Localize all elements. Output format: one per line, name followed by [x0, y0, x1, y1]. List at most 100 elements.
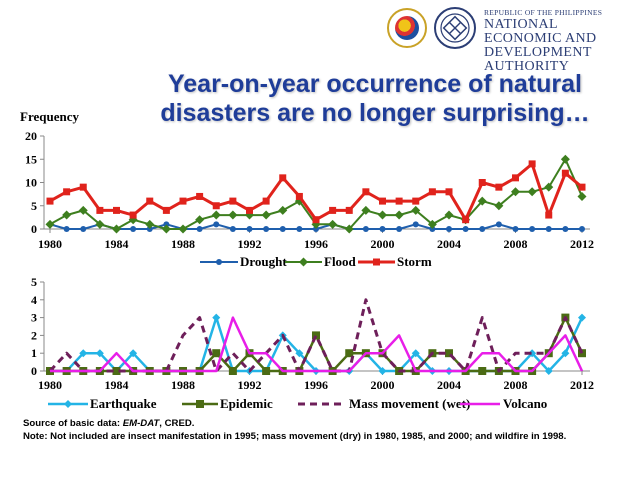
org-line2: DEVELOPMENT AUTHORITY: [484, 45, 592, 74]
y-tick-label: 10: [25, 176, 37, 190]
point-storm: [212, 202, 220, 210]
point-storm: [196, 192, 204, 200]
point-drought: [229, 226, 236, 232]
y-axis-label: Frequency: [20, 109, 79, 124]
x-tick-label: 1980: [38, 378, 62, 392]
point-earthquake: [212, 313, 221, 322]
x-tick-label: 2008: [504, 378, 528, 392]
point-storm: [162, 206, 170, 214]
point-storm: [545, 211, 553, 219]
x-tick-label: 1992: [238, 237, 262, 251]
point-storm: [578, 183, 586, 191]
point-flood: [344, 224, 354, 234]
point-earthquake: [129, 349, 138, 358]
legend-label-volcano: Volcano: [503, 396, 547, 411]
y-tick-label: 0: [31, 364, 37, 378]
point-flood: [145, 219, 155, 229]
point-drought: [246, 226, 253, 232]
x-tick-label: 1988: [171, 378, 195, 392]
y-tick-label: 2: [31, 328, 37, 342]
neda-logo-icon: [434, 7, 476, 49]
legend-label-epidemic: Epidemic: [220, 396, 273, 411]
point-flood: [95, 219, 105, 229]
point-flood: [361, 205, 371, 215]
point-earthquake: [578, 313, 586, 322]
republic-label: REPUBLIC OF THE PHILIPPINES: [484, 8, 603, 17]
point-earthquake: [544, 367, 553, 375]
point-earthquake: [561, 349, 570, 358]
point-drought: [279, 226, 286, 232]
legend-marker-epidemic: [196, 400, 204, 408]
y-tick-label: 5: [31, 275, 37, 289]
point-storm: [495, 183, 503, 191]
point-drought: [562, 226, 569, 232]
x-tick-label: 1988: [171, 237, 195, 251]
y-tick-label: 4: [31, 293, 37, 307]
x-tick-label: 2012: [570, 378, 594, 392]
point-storm: [229, 197, 237, 205]
page-title: Year-on-year occurrence of natural disas…: [150, 70, 600, 128]
series-line-epidemic: [50, 316, 584, 373]
point-drought: [296, 226, 303, 232]
point-flood: [411, 205, 421, 215]
legend-marker-drought: [216, 259, 222, 265]
org-line1: NATIONAL ECONOMIC AND: [484, 17, 597, 46]
point-epidemic: [312, 331, 320, 340]
point-drought: [545, 226, 552, 232]
point-drought: [446, 226, 452, 232]
point-drought: [412, 221, 419, 228]
series-line-volcano: [50, 316, 584, 373]
source-note: Source of basic data: EM-DAT, CRED. Note…: [23, 417, 623, 443]
point-storm: [512, 174, 519, 182]
x-tick-label: 2012: [570, 237, 594, 251]
point-flood: [511, 187, 520, 197]
legend-label-earthquake: Earthquake: [90, 396, 157, 411]
point-drought: [495, 221, 502, 228]
note-line: Note: Not included are insect manifestat…: [23, 431, 567, 442]
point-storm: [412, 197, 420, 205]
point-flood: [494, 201, 504, 211]
point-epidemic: [445, 349, 453, 358]
point-storm: [312, 216, 320, 224]
legend-label-drought: Drought: [240, 254, 287, 269]
point-storm: [79, 183, 87, 191]
series-line-earthquake: [50, 316, 584, 373]
x-tick-label: 2004: [437, 378, 461, 392]
point-drought: [146, 226, 153, 232]
y-tick-label: 0: [31, 222, 37, 236]
point-flood: [560, 154, 570, 164]
x-tick-label: 2008: [504, 237, 528, 251]
point-drought: [313, 226, 319, 232]
point-epidemic: [478, 367, 487, 375]
point-earthquake: [95, 349, 104, 358]
point-epidemic: [112, 367, 121, 375]
point-drought: [479, 226, 486, 232]
point-epidemic: [228, 367, 237, 375]
legend-label-flood: Flood: [324, 254, 357, 269]
point-drought: [63, 226, 70, 232]
point-earthquake: [411, 349, 420, 358]
point-drought: [80, 226, 87, 232]
legend-marker-flood: [299, 257, 308, 267]
point-flood: [211, 210, 221, 220]
point-flood: [394, 210, 404, 220]
point-drought: [429, 226, 436, 232]
point-storm: [379, 197, 386, 205]
series-line-storm: [49, 162, 583, 222]
point-flood: [112, 224, 121, 234]
point-drought: [512, 226, 519, 232]
point-storm: [362, 188, 370, 196]
y-tick-label: 5: [31, 199, 37, 213]
point-flood: [477, 196, 487, 206]
point-flood: [195, 215, 205, 225]
point-storm: [445, 188, 453, 196]
point-flood: [178, 224, 188, 234]
point-storm: [63, 188, 71, 196]
point-drought: [379, 226, 386, 232]
point-drought: [529, 226, 536, 232]
y-tick-label: 1: [31, 346, 37, 360]
point-flood: [62, 210, 72, 220]
point-flood: [328, 219, 338, 229]
point-flood: [45, 219, 55, 229]
point-flood: [228, 210, 238, 220]
